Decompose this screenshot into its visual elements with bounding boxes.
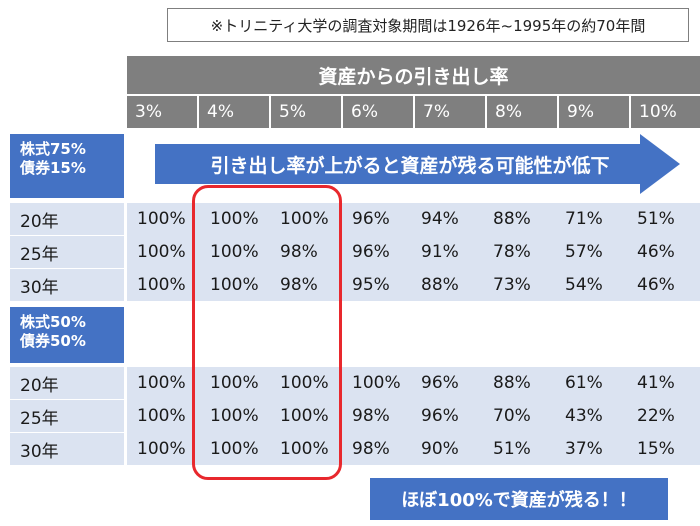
table-cell: 100% xyxy=(137,439,186,459)
group-label-stock50: 株式50% 債券50% xyxy=(10,307,124,363)
table-cell: 98% xyxy=(352,406,390,426)
table-cell: 100% xyxy=(137,209,186,229)
table-cell: 41% xyxy=(637,373,675,393)
table-cell: 100% xyxy=(210,406,259,426)
year-label: 25年 xyxy=(10,400,124,432)
table-cell: 96% xyxy=(421,373,459,393)
table-cell: 88% xyxy=(493,373,531,393)
table-cell: 95% xyxy=(352,275,390,295)
group2-band xyxy=(127,367,700,465)
table-cell: 51% xyxy=(493,439,531,459)
rate-header-cell: 3% xyxy=(127,96,197,128)
table-cell: 91% xyxy=(421,242,459,262)
table-cell: 98% xyxy=(280,275,318,295)
group-label-line: 債券50% xyxy=(20,332,86,350)
year-label: 20年 xyxy=(10,367,124,399)
table-cell: 46% xyxy=(637,242,675,262)
survey-period-note: ※トリニティ大学の調査対象期間は1926年~1995年の約70年間 xyxy=(167,8,689,42)
rate-header-cell: 8% xyxy=(487,96,557,128)
callout-box: ほぼ100%で資産が残る！！ xyxy=(370,478,668,520)
table-cell: 61% xyxy=(565,373,603,393)
table-cell: 100% xyxy=(137,242,186,262)
right-arrow-icon xyxy=(155,134,680,194)
table-cell: 22% xyxy=(637,406,675,426)
table-cell: 100% xyxy=(137,373,186,393)
table-cell: 37% xyxy=(565,439,603,459)
year-label: 30年 xyxy=(10,433,124,465)
table-cell: 78% xyxy=(493,242,531,262)
table-cell: 94% xyxy=(421,209,459,229)
table-cell: 96% xyxy=(352,209,390,229)
table-cell: 100% xyxy=(137,275,186,295)
table-cell: 100% xyxy=(210,275,259,295)
table-cell: 43% xyxy=(565,406,603,426)
rate-header-row: 3% 4% 5% 6% 7% 8% 9% 10% xyxy=(127,96,700,128)
table-cell: 73% xyxy=(493,275,531,295)
trend-arrow-text: 引き出し率が上がると資産が残る可能性が低下 xyxy=(210,154,610,177)
table-cell: 90% xyxy=(421,439,459,459)
rate-header-cell: 9% xyxy=(559,96,629,128)
table-cell: 51% xyxy=(637,209,675,229)
table-cell: 100% xyxy=(280,439,329,459)
table-cell: 100% xyxy=(210,209,259,229)
group-label-line: 債券15% xyxy=(20,159,86,177)
table-cell: 100% xyxy=(352,373,401,393)
table-cell: 100% xyxy=(210,439,259,459)
year-label: 20年 xyxy=(10,203,124,235)
table-cell: 98% xyxy=(352,439,390,459)
rate-header-cell: 4% xyxy=(199,96,269,128)
year-label: 25年 xyxy=(10,236,124,268)
table-cell: 100% xyxy=(210,373,259,393)
trend-arrow: 引き出し率が上がると資産が残る可能性が低下 xyxy=(155,134,680,194)
rate-header-cell: 7% xyxy=(415,96,485,128)
table-cell: 98% xyxy=(280,242,318,262)
table-cell: 96% xyxy=(421,406,459,426)
group-label-stock75: 株式75% 債券15% xyxy=(10,134,124,198)
withdrawal-rate-header: 資産からの引き出し率 xyxy=(127,56,700,94)
table-cell: 88% xyxy=(421,275,459,295)
table-cell: 100% xyxy=(280,406,329,426)
table-cell: 46% xyxy=(637,275,675,295)
table-cell: 100% xyxy=(280,209,329,229)
group-label-line: 株式50% xyxy=(20,313,86,331)
year-label: 30年 xyxy=(10,269,124,301)
table-cell: 54% xyxy=(565,275,603,295)
table-cell: 100% xyxy=(280,373,329,393)
table-cell: 71% xyxy=(565,209,603,229)
table-cell: 100% xyxy=(137,406,186,426)
table-cell: 15% xyxy=(637,439,675,459)
table-cell: 100% xyxy=(210,242,259,262)
group1-band xyxy=(127,203,700,301)
rate-header-cell: 5% xyxy=(271,96,341,128)
table-cell: 70% xyxy=(493,406,531,426)
table-cell: 96% xyxy=(352,242,390,262)
group-label-line: 株式75% xyxy=(20,140,86,158)
rate-header-cell: 6% xyxy=(343,96,413,128)
table-cell: 57% xyxy=(565,242,603,262)
highlight-box xyxy=(192,185,342,480)
rate-header-cell: 10% xyxy=(631,96,700,128)
table-cell: 88% xyxy=(493,209,531,229)
